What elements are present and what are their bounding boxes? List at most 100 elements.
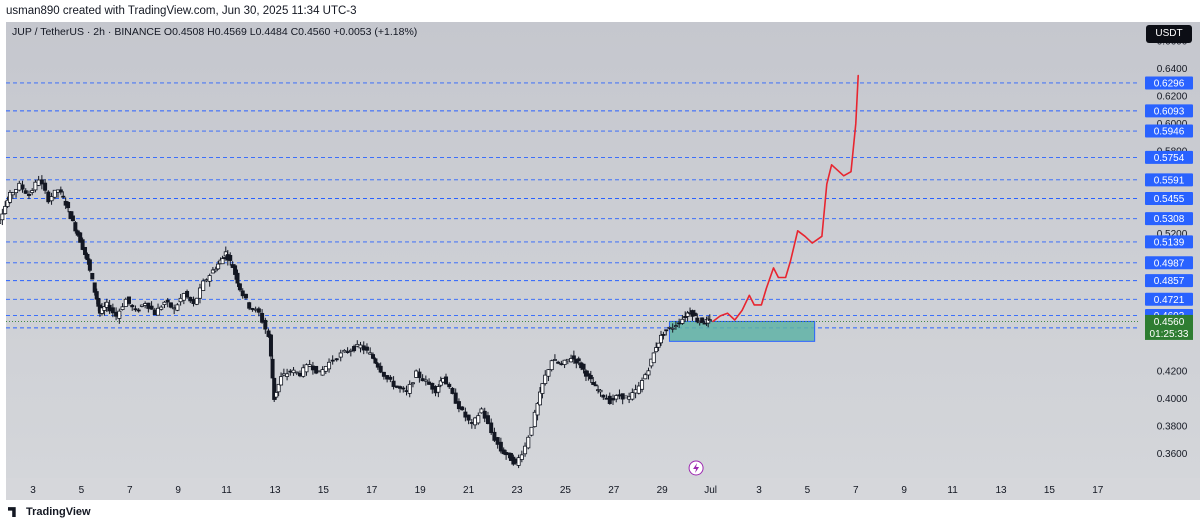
candle (149, 305, 154, 310)
level-price-label-box[interactable] (1145, 235, 1193, 249)
demand-zone-rectangle[interactable] (668, 320, 816, 342)
candle (485, 415, 490, 424)
candle (456, 401, 461, 410)
candle (279, 376, 284, 386)
level-price-label-box[interactable] (1145, 76, 1193, 90)
level-price-label-box[interactable] (1145, 150, 1193, 164)
candle (388, 376, 393, 380)
projection-drawing[interactable] (712, 74, 860, 323)
candle (49, 196, 54, 202)
candle (136, 309, 141, 312)
candle (598, 389, 603, 393)
candle (10, 192, 15, 196)
level-price-label: 0.5754 (1154, 153, 1185, 164)
tradingview-logo[interactable]: TradingView (8, 506, 91, 518)
level-price-label: 0.4987 (1154, 258, 1185, 269)
candle (526, 436, 531, 449)
time-axis[interactable] (6, 478, 1200, 500)
level-price-label: 0.6093 (1154, 106, 1185, 117)
price-axis[interactable] (1140, 22, 1200, 478)
level-price-label-box[interactable] (1145, 274, 1193, 288)
level-price-label: 0.5946 (1154, 127, 1185, 138)
candle (301, 367, 306, 377)
candle (627, 396, 632, 400)
candle (120, 306, 125, 310)
x-tick-label: 29 (657, 485, 669, 496)
y-tick-label: 0.4200 (1157, 366, 1188, 377)
candle (565, 358, 570, 362)
x-tick-label: 3 (756, 485, 762, 496)
candle (420, 378, 425, 382)
candle (126, 296, 131, 304)
candle (460, 406, 465, 411)
level-price-label-box[interactable] (1145, 173, 1193, 187)
candle (194, 297, 199, 305)
candle (394, 385, 399, 388)
candle (385, 375, 390, 380)
candle (85, 253, 90, 261)
level-price-label-box[interactable] (1145, 124, 1193, 138)
candle (368, 352, 373, 355)
level-price-label-box[interactable] (1145, 191, 1193, 205)
x-tick-label: 11 (221, 485, 232, 496)
candle (80, 239, 85, 250)
candle (495, 437, 500, 445)
candle (320, 369, 325, 376)
candle (23, 190, 28, 194)
candle (345, 351, 350, 353)
candle (358, 344, 363, 349)
candle (294, 371, 299, 374)
candle (692, 312, 697, 317)
candle (586, 373, 591, 376)
candle (250, 308, 255, 310)
candle (175, 304, 180, 311)
candle (646, 370, 651, 376)
level-price-label-box[interactable] (1145, 292, 1193, 306)
candle (210, 269, 215, 274)
currency-button[interactable]: USDT (1146, 25, 1192, 43)
candle (607, 395, 612, 404)
level-price-label: 0.4721 (1154, 295, 1185, 306)
bar-countdown-label: 01:25:33 (1150, 329, 1189, 340)
candle (165, 299, 170, 303)
candle (479, 408, 484, 414)
candle (46, 191, 51, 203)
level-price-label: 0.6296 (1154, 78, 1185, 89)
level-price-label-box[interactable] (1145, 104, 1193, 118)
candle (87, 259, 92, 271)
candle (92, 282, 97, 293)
candle (535, 403, 540, 416)
candle (237, 283, 242, 291)
x-tick-label: 25 (560, 485, 572, 496)
candle (285, 373, 290, 377)
candle (33, 181, 38, 191)
chart-pane[interactable] (6, 22, 1140, 478)
candle (364, 346, 369, 351)
candle (661, 334, 666, 336)
level-price-label-box[interactable] (1145, 256, 1193, 270)
candle (707, 319, 712, 322)
footer: TradingView (0, 500, 1200, 526)
candle (266, 330, 271, 337)
level-price-label-box[interactable] (1145, 212, 1193, 226)
candle (574, 358, 579, 364)
candle (110, 307, 115, 314)
candle (314, 365, 319, 374)
candle (342, 349, 347, 353)
candle (482, 410, 487, 419)
level-price-label: 0.4857 (1154, 276, 1185, 287)
candle (633, 389, 638, 394)
candle (436, 386, 441, 393)
x-tick-label: 7 (853, 485, 859, 496)
candle (501, 449, 506, 455)
candle (683, 316, 688, 318)
candle (323, 366, 328, 372)
level-price-label: 0.5139 (1154, 237, 1185, 248)
last-price-label-box (1145, 314, 1193, 340)
candle (70, 215, 75, 222)
candle (476, 415, 481, 424)
y-tick-label: 0.6400 (1157, 64, 1188, 75)
candle (8, 191, 13, 203)
candle (523, 445, 528, 455)
